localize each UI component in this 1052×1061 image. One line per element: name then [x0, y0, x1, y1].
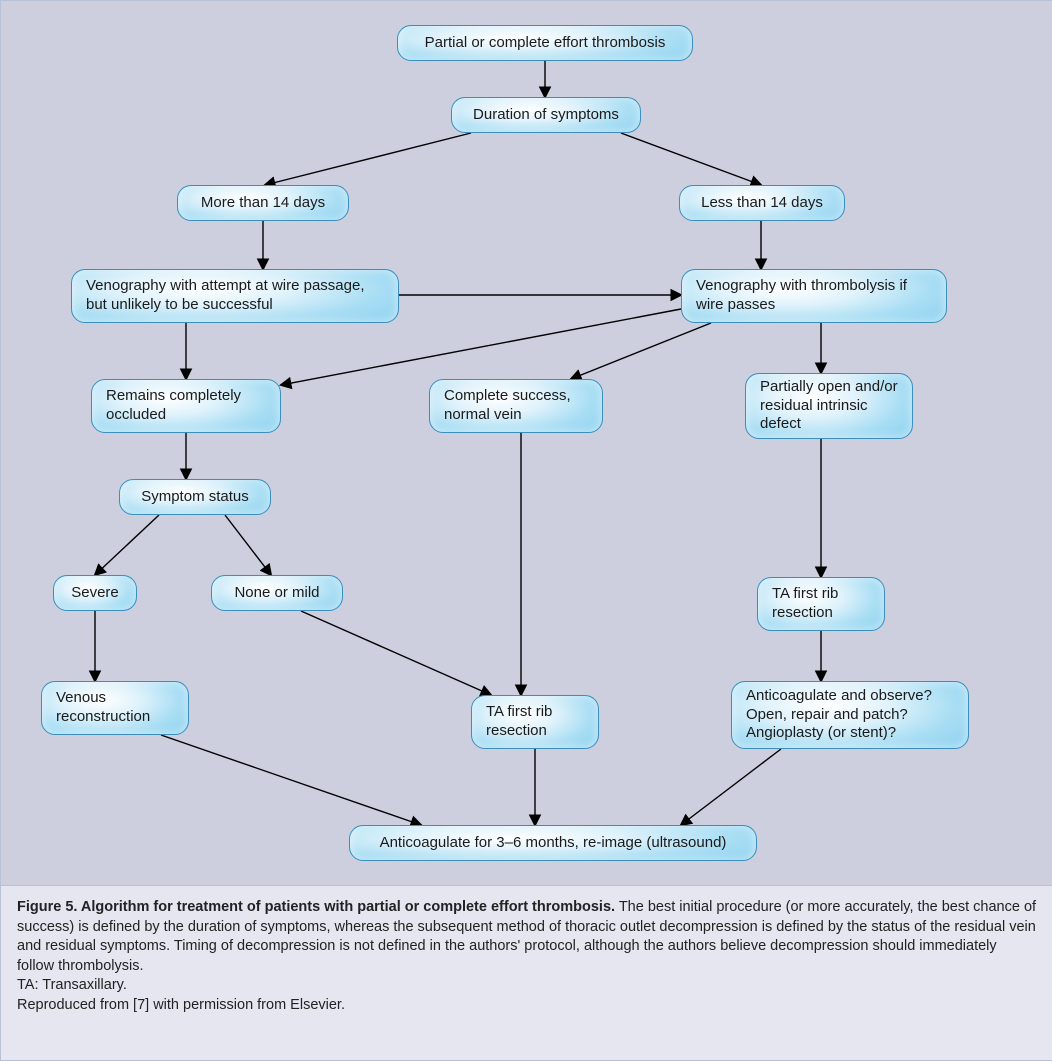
flowchart-node: None or mild: [211, 575, 343, 611]
caption-line: TA: Transaxillary.: [17, 976, 1037, 996]
flowchart-edge: [681, 749, 781, 825]
flowchart-node: Complete success, normal vein: [429, 379, 603, 433]
flowchart-node: Anticoagulate for 3–6 months, re-image (…: [349, 825, 757, 861]
flowchart-edge: [301, 611, 491, 695]
flowchart-edge: [571, 323, 711, 379]
caption-paragraph: Figure 5. Algorithm for treatment of pat…: [17, 898, 1037, 976]
figure-caption: Figure 5. Algorithm for treatment of pat…: [1, 885, 1052, 1060]
flowchart-node: TA first rib resection: [471, 695, 599, 749]
flowchart-container: Partial or complete effort thrombosis Dur…: [0, 0, 1052, 1061]
flowchart-node: Less than 14 days: [679, 185, 845, 221]
flowchart-node: Venous reconstruction: [41, 681, 189, 735]
flowchart-edge: [95, 515, 159, 575]
flowchart-edge: [621, 133, 761, 185]
flowchart-node: Remains completely occluded: [91, 379, 281, 433]
flowchart-node: Venography with thrombolysis if wire pas…: [681, 269, 947, 323]
flowchart-node: TA first rib resection: [757, 577, 885, 631]
caption-line: Reproduced from [7] with permission from…: [17, 996, 1037, 1016]
flowchart-edge: [161, 735, 421, 825]
flowchart-edge: [225, 515, 271, 575]
flowchart-node: Anticoagulate and observe? Open, repair …: [731, 681, 969, 749]
flowchart-node: Partially open and/or residual intrinsic…: [745, 373, 913, 439]
flowchart-node: Partial or complete effort thrombosis: [397, 25, 693, 61]
flowchart-node: More than 14 days: [177, 185, 349, 221]
flowchart-edge: [265, 133, 471, 185]
flowchart-node: Duration of symptoms: [451, 97, 641, 133]
caption-title: Figure 5. Algorithm for treatment of pat…: [17, 899, 615, 915]
flowchart-node: Severe: [53, 575, 137, 611]
flowchart-node: Venography with attempt at wire passage,…: [71, 269, 399, 323]
flowchart-node: Symptom status: [119, 479, 271, 515]
